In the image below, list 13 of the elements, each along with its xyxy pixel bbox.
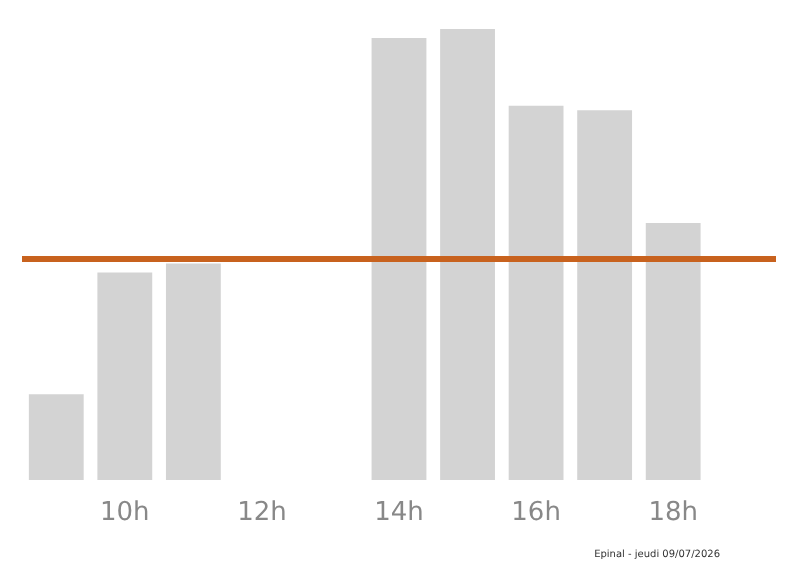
bar	[97, 272, 153, 480]
bar	[508, 105, 564, 480]
bar	[645, 222, 701, 480]
bar	[440, 29, 495, 480]
bar	[28, 394, 84, 480]
bar	[577, 110, 633, 480]
x-tick-label: 12h	[237, 498, 287, 528]
bar	[165, 263, 221, 480]
x-tick-label: 10h	[100, 498, 150, 528]
x-tick-label: 14h	[374, 498, 424, 528]
x-tick-label: 16h	[511, 498, 561, 528]
bar	[371, 38, 427, 480]
x-tick-label: 18h	[648, 498, 698, 528]
